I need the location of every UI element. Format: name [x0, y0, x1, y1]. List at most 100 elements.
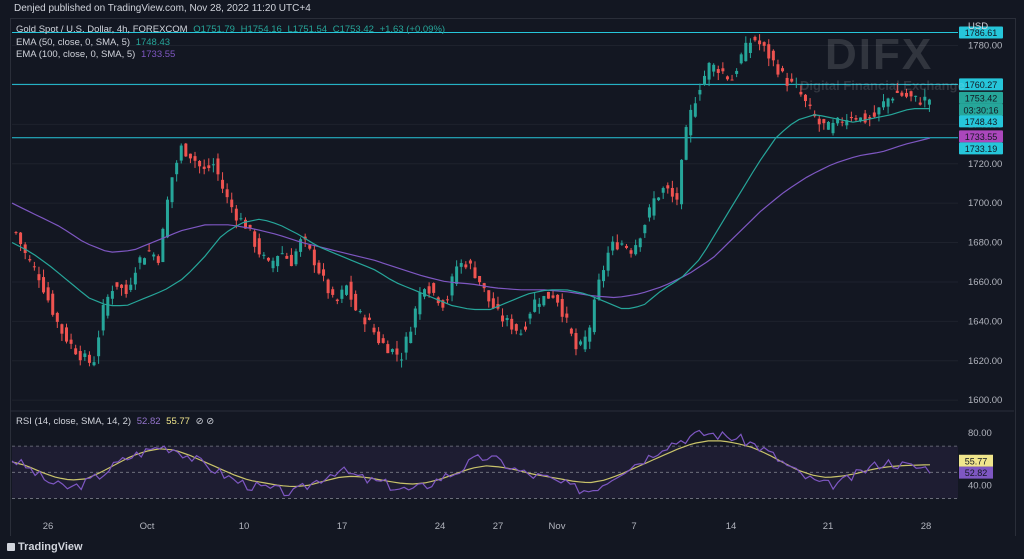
candle-body	[441, 300, 445, 308]
price-label: 03:30:16	[963, 105, 998, 115]
date-tick: 28	[921, 521, 932, 532]
candle-body	[735, 70, 739, 74]
date-tick: Oct	[140, 521, 155, 532]
candle-body	[129, 284, 133, 290]
ohlc-high: H1754.16	[240, 24, 282, 35]
candle-body	[413, 308, 417, 328]
candle-body	[83, 353, 87, 357]
rsi-legend[interactable]: RSI (14, close, SMA, 14, 2) 52.82 55.77 …	[16, 416, 217, 427]
candle-body	[693, 103, 697, 117]
candle-body	[147, 250, 151, 252]
candle-body	[886, 98, 890, 107]
watermark-logo: DIFX	[825, 30, 934, 79]
candle-body	[289, 254, 293, 267]
candle-body	[519, 333, 523, 335]
candle-body	[110, 291, 114, 299]
candle-body	[372, 327, 376, 333]
ema50-legend[interactable]: EMA (50, close, 0, SMA, 5) 1748.43	[16, 37, 173, 48]
date-tick: 10	[239, 521, 250, 532]
candle-body	[459, 263, 463, 267]
candle-body	[445, 299, 449, 301]
candle-body	[432, 283, 436, 293]
candle-body	[221, 179, 225, 189]
date-tick: 26	[43, 521, 54, 532]
rsi-value: 52.82	[136, 416, 161, 427]
candle-body	[597, 279, 601, 300]
candle-body	[703, 75, 706, 86]
price-label: 1760.27	[965, 80, 998, 90]
candle-body	[647, 207, 651, 218]
price-label: 1733.55	[965, 132, 998, 142]
candle-body	[904, 92, 908, 97]
candle-body	[386, 344, 390, 354]
candle-body	[767, 44, 771, 59]
price-tick: 1640.00	[968, 316, 1002, 327]
candle-body	[239, 218, 243, 220]
candle-body	[423, 289, 427, 297]
visibility-icon[interactable]: ⊘ ⊘	[195, 416, 215, 427]
candle-body	[106, 296, 110, 316]
ohlc-open: O1751.79	[193, 24, 235, 35]
candle-body	[78, 351, 82, 361]
candle-body	[868, 117, 872, 119]
date-tick: 27	[493, 521, 504, 532]
candle-body	[202, 166, 206, 169]
date-tick: 7	[631, 521, 636, 532]
candle-body	[611, 241, 615, 251]
candle-body	[381, 338, 385, 343]
candle-body	[193, 156, 197, 161]
candle-body	[322, 269, 326, 276]
candle-body	[528, 313, 532, 319]
candle-body	[51, 293, 55, 315]
candle-body	[923, 96, 927, 101]
date-tick: 14	[726, 521, 737, 532]
candle-body	[74, 348, 78, 355]
candle-body	[629, 250, 633, 254]
ema50-value: 1748.43	[135, 37, 171, 48]
candle-body	[877, 107, 881, 115]
price-label: 1733.19	[965, 144, 998, 154]
candle-body	[730, 79, 734, 81]
candle-body	[400, 359, 404, 361]
candle-body	[753, 36, 757, 41]
rsi-label: 55.77	[965, 456, 988, 466]
candle-body	[46, 287, 50, 301]
ohlc-change: +1.63 (+0.09%)	[379, 24, 446, 35]
candle-body	[390, 349, 394, 352]
candle-body	[652, 198, 656, 216]
candle-body	[161, 228, 165, 263]
date-tick: 24	[435, 521, 446, 532]
candle-body	[317, 262, 321, 274]
price-label-box	[959, 103, 1003, 116]
candle-body	[19, 232, 23, 245]
candle-body	[271, 260, 275, 269]
rsi-label-box	[959, 454, 993, 467]
candle-body	[92, 362, 96, 366]
candle-body	[771, 50, 775, 61]
ema100-legend[interactable]: EMA (100, close, 0, SMA, 5) 1733.55	[16, 49, 178, 60]
price-label-box	[959, 78, 1003, 91]
candle-body	[725, 76, 729, 80]
candle-body	[634, 245, 638, 255]
candle-body	[501, 315, 505, 322]
candle-body	[175, 162, 179, 175]
ema100-line	[11, 137, 931, 299]
candle-body	[785, 77, 789, 86]
candle-body	[294, 251, 298, 265]
ohlc-low: L1751.54	[287, 24, 328, 35]
candle-body	[794, 83, 798, 85]
candle-body	[216, 158, 220, 175]
candle-body	[248, 224, 252, 228]
date-tick: 17	[337, 521, 348, 532]
candle-body	[184, 143, 188, 157]
candle-body	[308, 245, 312, 249]
symbol-legend[interactable]: Gold Spot / U.S. Dollar, 4h, FOREXCOM O1…	[16, 24, 448, 35]
price-label: 1786.61	[965, 28, 998, 38]
candle-body	[156, 256, 160, 263]
publish-text: Denjed published on TradingView.com, Nov…	[14, 3, 311, 14]
price-tick: 1600.00	[968, 395, 1002, 406]
rsi-label: RSI (14, close, SMA, 14, 2)	[16, 416, 132, 427]
candle-body	[574, 333, 578, 350]
candle-body	[335, 299, 339, 302]
